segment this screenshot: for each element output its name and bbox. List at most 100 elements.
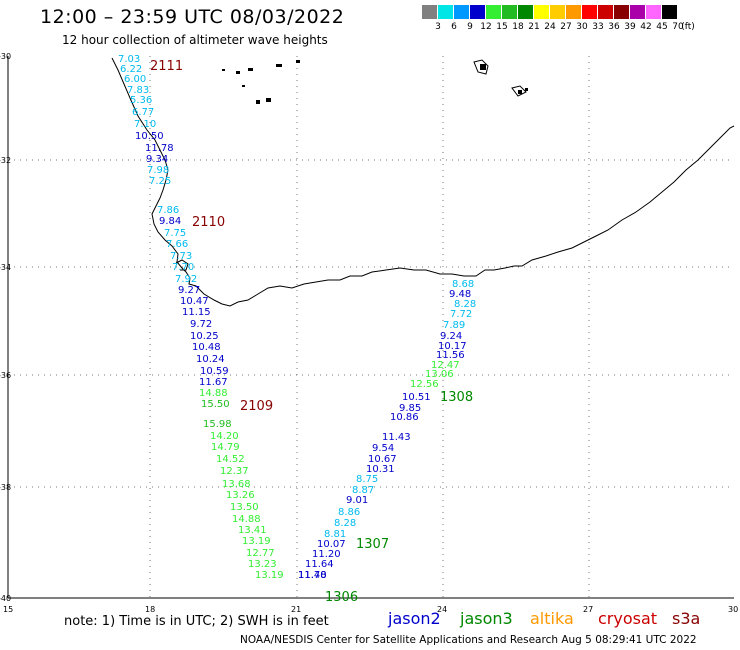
legend-swatch — [582, 5, 598, 19]
legend-label: 45 — [656, 22, 668, 32]
sat-label-s3a: s3a — [672, 609, 701, 628]
wave-height-value: 5.36 — [130, 95, 152, 106]
legend-swatch — [550, 5, 566, 19]
wave-height-value: 7.66 — [166, 239, 188, 250]
sat-label-jason2: jason2 — [388, 609, 441, 628]
pass-time-label: 2110 — [192, 215, 225, 230]
wave-height-value: 13.19 — [255, 570, 284, 581]
legend-swatch — [470, 5, 486, 19]
legend-label: 36 — [608, 22, 620, 32]
sat-label-jason3: jason3 — [460, 609, 513, 628]
wave-height-value: 10.59 — [200, 366, 229, 377]
wave-height-value: 13.41 — [238, 525, 267, 536]
wave-height-value: 12.37 — [220, 466, 249, 477]
wave-height-value: 11.56 — [436, 350, 465, 361]
wave-height-value: 8.28 — [454, 299, 476, 310]
lat-label-30: -30 — [0, 52, 11, 61]
wave-height-value: 8.75 — [356, 474, 378, 485]
wave-height-value: 9.01 — [346, 495, 368, 506]
wave-height-value: 11.67 — [199, 377, 228, 388]
lakes — [473, 59, 527, 97]
coastline — [111, 57, 735, 307]
wave-height-value: 13.50 — [230, 502, 259, 513]
wave-height-value: 7.70 — [172, 262, 194, 273]
wave-height-value: 13.68 — [222, 479, 251, 490]
wave-height-value: 7.86 — [157, 205, 179, 216]
wave-height-value: 13.19 — [242, 536, 271, 547]
sat-label-cryosat: cryosat — [598, 609, 658, 628]
pass-time-label: 2111 — [150, 59, 183, 74]
page-title: 12:00 – 23:59 UTC 08/03/2022 — [40, 6, 345, 28]
wave-height-value: 6.77 — [132, 107, 154, 118]
legend-label: 21 — [528, 22, 540, 32]
wave-height-value: 13.06 — [425, 369, 454, 380]
legend-label: 39 — [624, 22, 636, 32]
wave-height-value: 7.10 — [134, 119, 156, 130]
lat-label-38: -38 — [0, 483, 11, 492]
graticule — [8, 56, 734, 598]
wave-height-value: 8.81 — [324, 529, 346, 540]
pass-time-label: 2109 — [240, 399, 273, 414]
wave-height-value: 12.47 — [431, 360, 460, 371]
legend-swatch — [486, 5, 502, 19]
legend-label: 12 — [480, 22, 492, 32]
credit-line: NOAA/NESDIS Center for Satellite Applica… — [240, 634, 697, 646]
wave-height-value: 11.64 — [305, 559, 334, 570]
wave-height-value: 9.34 — [146, 154, 168, 165]
wave-height-value: 11.48 — [298, 570, 327, 581]
lon-label-30: 30 — [728, 605, 738, 614]
wave-height-value: 7.83 — [127, 85, 149, 96]
legend-label: 27 — [560, 22, 572, 32]
legend-label: 15 — [496, 22, 508, 32]
legend-label: 18 — [512, 22, 524, 32]
wave-height-value: 13.26 — [226, 490, 255, 501]
wave-height-value: 9.84 — [159, 216, 181, 227]
lon-label-21: 21 — [291, 605, 301, 614]
legend-swatch — [518, 5, 534, 19]
lon-label-27: 27 — [583, 605, 593, 614]
legend-label: 9 — [467, 22, 473, 32]
lat-label-36: -36 — [0, 371, 11, 380]
wave-height-value: 10.86 — [390, 412, 419, 423]
legend-swatch — [662, 5, 678, 19]
legend-swatch — [438, 5, 454, 19]
legend-swatch — [566, 5, 582, 19]
wave-height-value: 7.89 — [443, 320, 465, 331]
wave-height-value: 13.23 — [248, 559, 277, 570]
false-bay — [175, 259, 189, 271]
wave-height-value: 12.56 — [410, 379, 439, 390]
wave-height-value: 11.78 — [145, 143, 174, 154]
legend-label: 3 — [435, 22, 441, 32]
wave-height-value: 12.77 — [246, 548, 275, 559]
legend-swatch — [502, 5, 518, 19]
wave-height-value: 14.88 — [232, 514, 261, 525]
wave-height-value: 9.72 — [190, 319, 212, 330]
pass-time-label: 1307 — [356, 537, 389, 552]
pass-times: 2111 2110 2109 1308 1307 1306 — [150, 59, 473, 605]
lon-axis-labels: 15 18 21 24 27 30 — [3, 605, 738, 614]
legend-swatch — [630, 5, 646, 19]
wave-height-value: 10.07 — [317, 539, 346, 550]
wave-height-value: 10.24 — [196, 354, 225, 365]
color-legend — [422, 5, 678, 19]
legend-swatch — [454, 5, 470, 19]
lon-label-15: 15 — [3, 605, 13, 614]
wave-height-value: 6.22 — [120, 64, 142, 75]
wave-height-value: 10.25 — [190, 331, 219, 342]
wave-height-value: 6.00 — [124, 74, 146, 85]
legend-swatch — [614, 5, 630, 19]
wave-height-value: 9.27 — [178, 285, 200, 296]
legend-unit: (ft) — [681, 22, 695, 32]
lat-axis-labels: -30 -32 -34 -36 -38 -40 — [0, 52, 11, 603]
wave-height-value: 10.48 — [192, 342, 221, 353]
wave-height-value: 11.43 — [382, 432, 411, 443]
wave-height-readings: 7.036.226.007.835.366.777.1010.5011.789.… — [118, 54, 476, 581]
wave-height-value: 9.24 — [440, 331, 462, 342]
wave-height-value: 7.92 — [175, 274, 197, 285]
legend-swatch — [598, 5, 614, 19]
wave-height-value: 10.47 — [180, 296, 209, 307]
lat-label-32: -32 — [0, 156, 11, 165]
legend-swatch — [422, 5, 438, 19]
wave-height-value: 8.87 — [352, 485, 374, 496]
legend-swatch — [534, 5, 550, 19]
